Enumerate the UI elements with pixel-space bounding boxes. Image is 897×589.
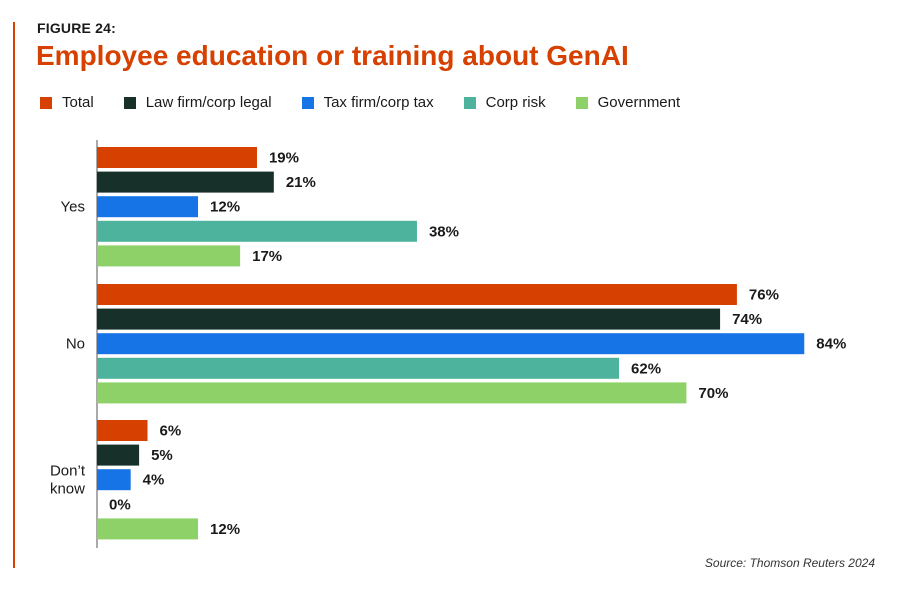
bar	[97, 518, 199, 540]
category-label: Yes	[61, 199, 85, 216]
legend-swatch-government	[575, 96, 588, 109]
bar	[97, 308, 721, 330]
bar	[97, 171, 274, 193]
bar	[97, 444, 140, 466]
bar-value-label: 0%	[109, 496, 131, 513]
source-note: Source: Thomson Reuters 2024	[704, 556, 875, 570]
legend-swatch-law-firm	[123, 96, 136, 109]
bar-value-label: 4%	[143, 472, 165, 489]
bar-value-label: 21%	[286, 174, 316, 191]
bar	[97, 420, 148, 441]
legend-swatch-corp-risk	[463, 96, 476, 109]
bar-value-label: 76%	[749, 287, 779, 304]
category-label: Don’t	[50, 463, 86, 480]
category-label: know	[50, 481, 85, 498]
bar	[97, 382, 687, 404]
legend-swatch-total	[40, 96, 52, 109]
bar-value-label: 62%	[631, 360, 661, 377]
category-label: No	[66, 336, 85, 353]
legend-item-total: Total	[40, 94, 94, 111]
bar-value-label: 70%	[698, 385, 728, 402]
legend-label-corp-risk: Corp risk	[485, 94, 546, 111]
figure-label: FIGURE 24:	[37, 20, 117, 36]
legend-label-total: Total	[62, 94, 94, 111]
bar	[97, 196, 199, 218]
legend-swatch-tax-firm	[301, 96, 314, 109]
chart-title: Employee education or training about Gen…	[36, 40, 629, 71]
bar	[97, 220, 417, 242]
bar-value-label: 12%	[210, 521, 240, 538]
bar	[97, 357, 620, 379]
legend-item-government: Government	[575, 94, 681, 111]
legend: Total Law firm/corp legal Tax firm/corp …	[40, 94, 710, 111]
legend-label-government: Government	[597, 94, 681, 111]
accent-line	[13, 22, 15, 568]
bar-value-label: 17%	[252, 248, 282, 265]
bar	[97, 469, 131, 491]
bar	[97, 147, 257, 168]
bar-value-label: 74%	[732, 311, 762, 328]
bar-value-label: 38%	[429, 223, 459, 240]
bar-value-label: 19%	[269, 150, 299, 167]
bar-value-label: 5%	[151, 447, 173, 464]
legend-item-law-firm: Law firm/corp legal	[123, 94, 272, 111]
bar-value-label: 6%	[160, 423, 182, 440]
bar-value-label: 84%	[816, 336, 846, 353]
bar	[97, 284, 737, 305]
legend-label-tax-firm: Tax firm/corp tax	[323, 94, 434, 111]
legend-item-tax-firm: Tax firm/corp tax	[301, 94, 434, 111]
legend-item-corp-risk: Corp risk	[463, 94, 546, 111]
bar	[97, 245, 241, 267]
bar-value-label: 12%	[210, 199, 240, 216]
bar	[97, 333, 805, 355]
legend-label-law-firm: Law firm/corp legal	[145, 94, 272, 111]
